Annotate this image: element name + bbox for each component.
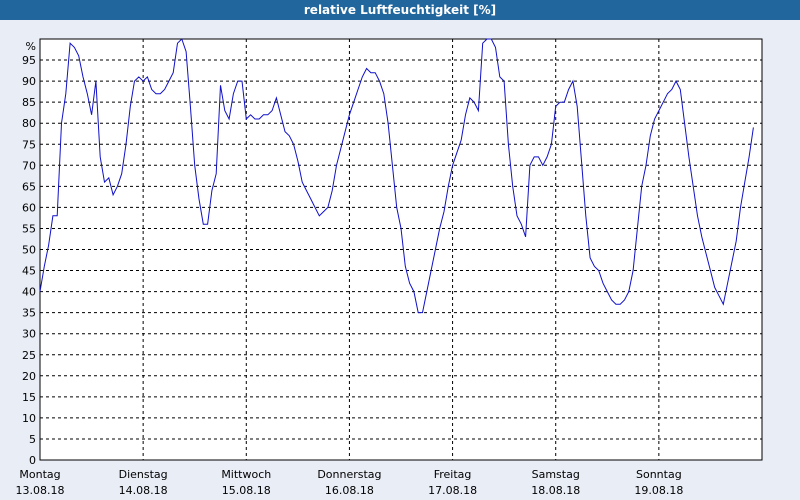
x-tick-day-label: Montag <box>19 468 60 481</box>
y-tick-label: 55 <box>22 222 36 235</box>
y-tick-label: 80 <box>22 117 36 130</box>
x-tick-date-label: 15.08.18 <box>222 484 271 497</box>
y-unit-label: % <box>26 40 36 53</box>
y-gridlines <box>40 59 762 440</box>
x-tick-day-label: Mittwoch <box>221 468 271 481</box>
x-tick-day-label: Freitag <box>434 468 472 481</box>
y-tick-label: 10 <box>22 412 36 425</box>
y-tick-label: 75 <box>22 138 36 151</box>
x-tick-day-label: Sonntag <box>636 468 682 481</box>
y-tick-label: 95 <box>22 54 36 67</box>
y-tick-label: 35 <box>22 307 36 320</box>
x-tick-date-label: 13.08.18 <box>16 484 65 497</box>
x-tick-labels: Montag 13.08.18 Dienstag 14.08.18 Mittwoch 15… <box>16 468 684 497</box>
y-tick-labels: 0 5 10 15 20 25 30 35 40 45 50 55 60 65 70 75 80 85 90 95% <box>22 40 36 467</box>
y-tick-label: 50 <box>22 244 36 257</box>
x-tick-date-label: 16.08.18 <box>325 484 374 497</box>
y-tick-label: 25 <box>22 349 36 362</box>
y-tick-label: 30 <box>22 328 36 341</box>
y-tick-label: 20 <box>22 370 36 383</box>
x-tick-day-label: Samstag <box>532 468 580 481</box>
y-tick-label: 65 <box>22 180 36 193</box>
y-tick-label: 45 <box>22 265 36 278</box>
y-tick-label: 40 <box>22 286 36 299</box>
humidity-series-line <box>39 38 754 314</box>
x-tick-date-label: 18.08.18 <box>531 484 580 497</box>
x-gridlines <box>142 39 660 460</box>
y-tick-label: 85 <box>22 96 36 109</box>
y-tick-label: 15 <box>22 391 36 404</box>
y-tick-label: 60 <box>22 201 36 214</box>
chart-title: relative Luftfeuchtigkeit [%] <box>0 0 800 20</box>
x-tick-day-label: Dienstag <box>119 468 168 481</box>
x-tick-day-label: Donnerstag <box>317 468 381 481</box>
x-tick-date-label: 17.08.18 <box>428 484 477 497</box>
y-tick-label: 5 <box>29 433 36 446</box>
x-tick-date-label: 14.08.18 <box>119 484 168 497</box>
y-tick-label: 90 <box>22 75 36 88</box>
y-tick-label: 0 <box>29 454 36 467</box>
x-tick-date-label: 19.08.18 <box>634 484 683 497</box>
y-tick-label: 70 <box>22 159 36 172</box>
